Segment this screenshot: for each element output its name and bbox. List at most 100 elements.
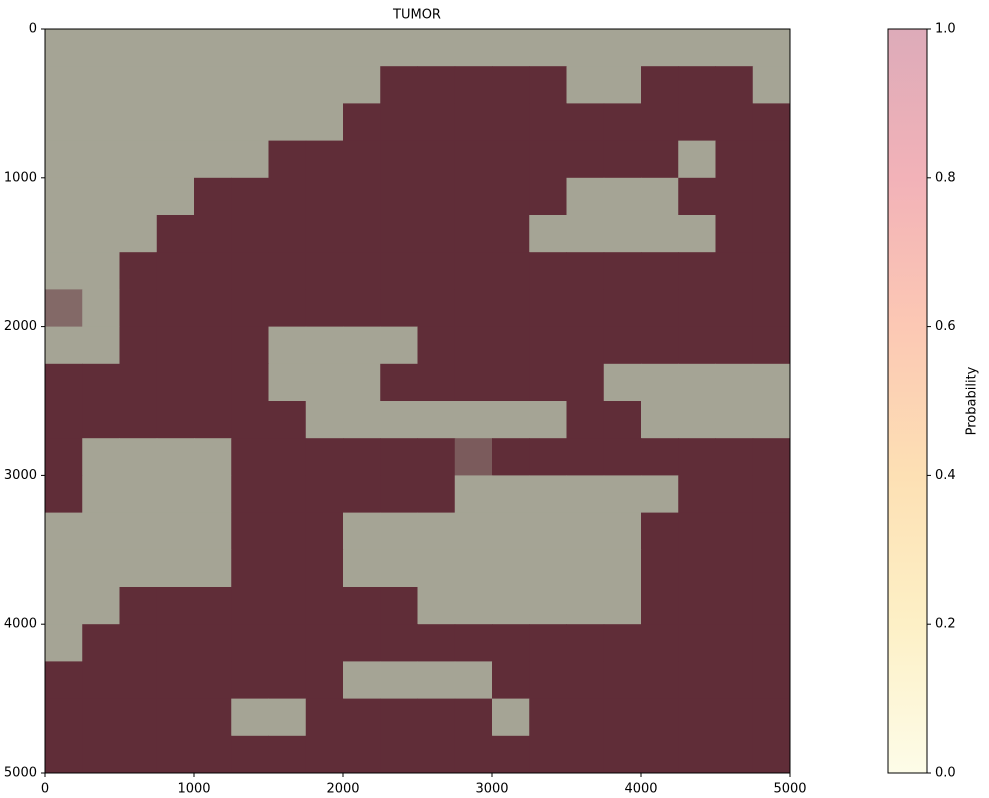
heatmap-cell xyxy=(492,587,530,625)
heatmap-cell xyxy=(45,215,83,253)
heatmap-cell xyxy=(641,177,679,216)
heatmap-cell xyxy=(454,252,493,290)
heatmap-cell xyxy=(678,661,716,700)
heatmap-cell xyxy=(529,177,567,216)
heatmap-cell xyxy=(268,363,307,402)
heatmap-cell xyxy=(641,363,679,402)
heatmap-cell xyxy=(603,215,642,253)
heatmap-cell xyxy=(566,698,605,737)
heatmap-cell xyxy=(119,512,158,551)
heatmap-cell xyxy=(156,289,195,328)
heatmap-cell xyxy=(678,29,716,67)
heatmap-cell xyxy=(715,475,754,514)
heatmap-cell xyxy=(380,401,418,439)
heatmap-cell xyxy=(529,363,567,402)
heatmap-cell xyxy=(603,103,642,142)
heatmap-cell xyxy=(715,735,754,774)
heatmap-cell xyxy=(45,66,83,104)
heatmap-cell xyxy=(492,326,530,365)
heatmap-cell xyxy=(492,289,530,328)
heatmap-cell xyxy=(417,475,456,514)
heatmap-cell xyxy=(194,140,232,179)
heatmap-cell xyxy=(641,289,679,328)
heatmap-cell xyxy=(119,401,158,439)
heatmap-cell xyxy=(194,661,232,700)
heatmap-cell xyxy=(417,363,456,402)
heatmap-cell xyxy=(603,587,642,625)
heatmap-cell xyxy=(380,326,418,365)
heatmap-cell xyxy=(566,549,605,588)
heatmap-cell xyxy=(231,735,269,774)
heatmap-cell xyxy=(119,438,158,476)
heatmap-cell xyxy=(119,735,158,774)
heatmap-cell xyxy=(641,624,679,662)
heatmap-cell xyxy=(641,587,679,625)
colorbar-tick-label: 0.8 xyxy=(935,170,956,185)
heatmap-cell xyxy=(82,475,120,514)
heatmap-cell xyxy=(417,624,456,662)
heatmap-cell xyxy=(156,587,195,625)
heatmap-cell xyxy=(156,29,195,67)
heatmap-cell xyxy=(492,215,530,253)
heatmap-cell xyxy=(492,698,530,737)
heatmap-cell xyxy=(603,326,642,365)
heatmap-cell xyxy=(417,29,456,67)
heatmap-cell xyxy=(156,735,195,774)
heatmap-cell xyxy=(417,549,456,588)
heatmap-cell xyxy=(641,698,679,737)
heatmap-cell xyxy=(454,624,493,662)
heatmap-cell xyxy=(268,140,307,179)
heatmap-cell xyxy=(752,475,791,514)
heatmap-cell xyxy=(194,624,232,662)
heatmap-cell xyxy=(678,215,716,253)
heatmap-cell xyxy=(156,177,195,216)
heatmap-cell xyxy=(119,624,158,662)
heatmap-cell xyxy=(566,29,605,67)
heatmap-cell xyxy=(678,363,716,402)
heatmap-cell xyxy=(343,140,381,179)
heatmap-cell xyxy=(380,661,418,700)
heatmap-cell xyxy=(194,698,232,737)
heatmap-cell xyxy=(119,177,158,216)
heatmap-cell xyxy=(82,549,120,588)
heatmap-cell xyxy=(417,289,456,328)
heatmap-cell xyxy=(752,66,791,104)
heatmap-cell xyxy=(529,624,567,662)
heatmap-cell xyxy=(380,177,418,216)
heatmap-cell xyxy=(752,512,791,551)
heatmap-cell xyxy=(119,215,158,253)
heatmap-cell xyxy=(380,103,418,142)
heatmap-cell xyxy=(529,587,567,625)
heatmap-cell xyxy=(82,215,120,253)
heatmap-cell xyxy=(752,587,791,625)
heatmap-cell xyxy=(343,475,381,514)
heatmap-cell xyxy=(305,401,344,439)
y-tick-label: 5000 xyxy=(4,766,37,781)
heatmap-cell xyxy=(380,512,418,551)
heatmap-cell xyxy=(305,735,344,774)
heatmap-cell xyxy=(82,624,120,662)
colorbar-tick-label: 0.0 xyxy=(935,766,956,781)
heatmap-cell xyxy=(529,103,567,142)
heatmap-cell xyxy=(231,66,269,104)
heatmap-cell xyxy=(380,698,418,737)
heatmap-cell xyxy=(305,66,344,104)
heatmap-cell xyxy=(566,624,605,662)
heatmap-cell xyxy=(603,735,642,774)
heatmap-cell xyxy=(119,587,158,625)
heatmap-cell xyxy=(566,735,605,774)
heatmap-cell xyxy=(566,103,605,142)
heatmap-cell xyxy=(156,326,195,365)
heatmap-cell xyxy=(231,438,269,476)
y-tick-label: 4000 xyxy=(4,617,37,632)
heatmap-cell xyxy=(603,140,642,179)
heatmap-cell xyxy=(231,512,269,551)
heatmap-cell xyxy=(492,549,530,588)
heatmap-cell xyxy=(194,549,232,588)
heatmap-cell xyxy=(678,401,716,439)
heatmap-cell xyxy=(343,215,381,253)
x-tick-label: 4000 xyxy=(624,782,657,797)
heatmap-cell xyxy=(492,438,530,476)
heatmap-cell xyxy=(454,289,493,328)
heatmap-cell xyxy=(752,698,791,737)
